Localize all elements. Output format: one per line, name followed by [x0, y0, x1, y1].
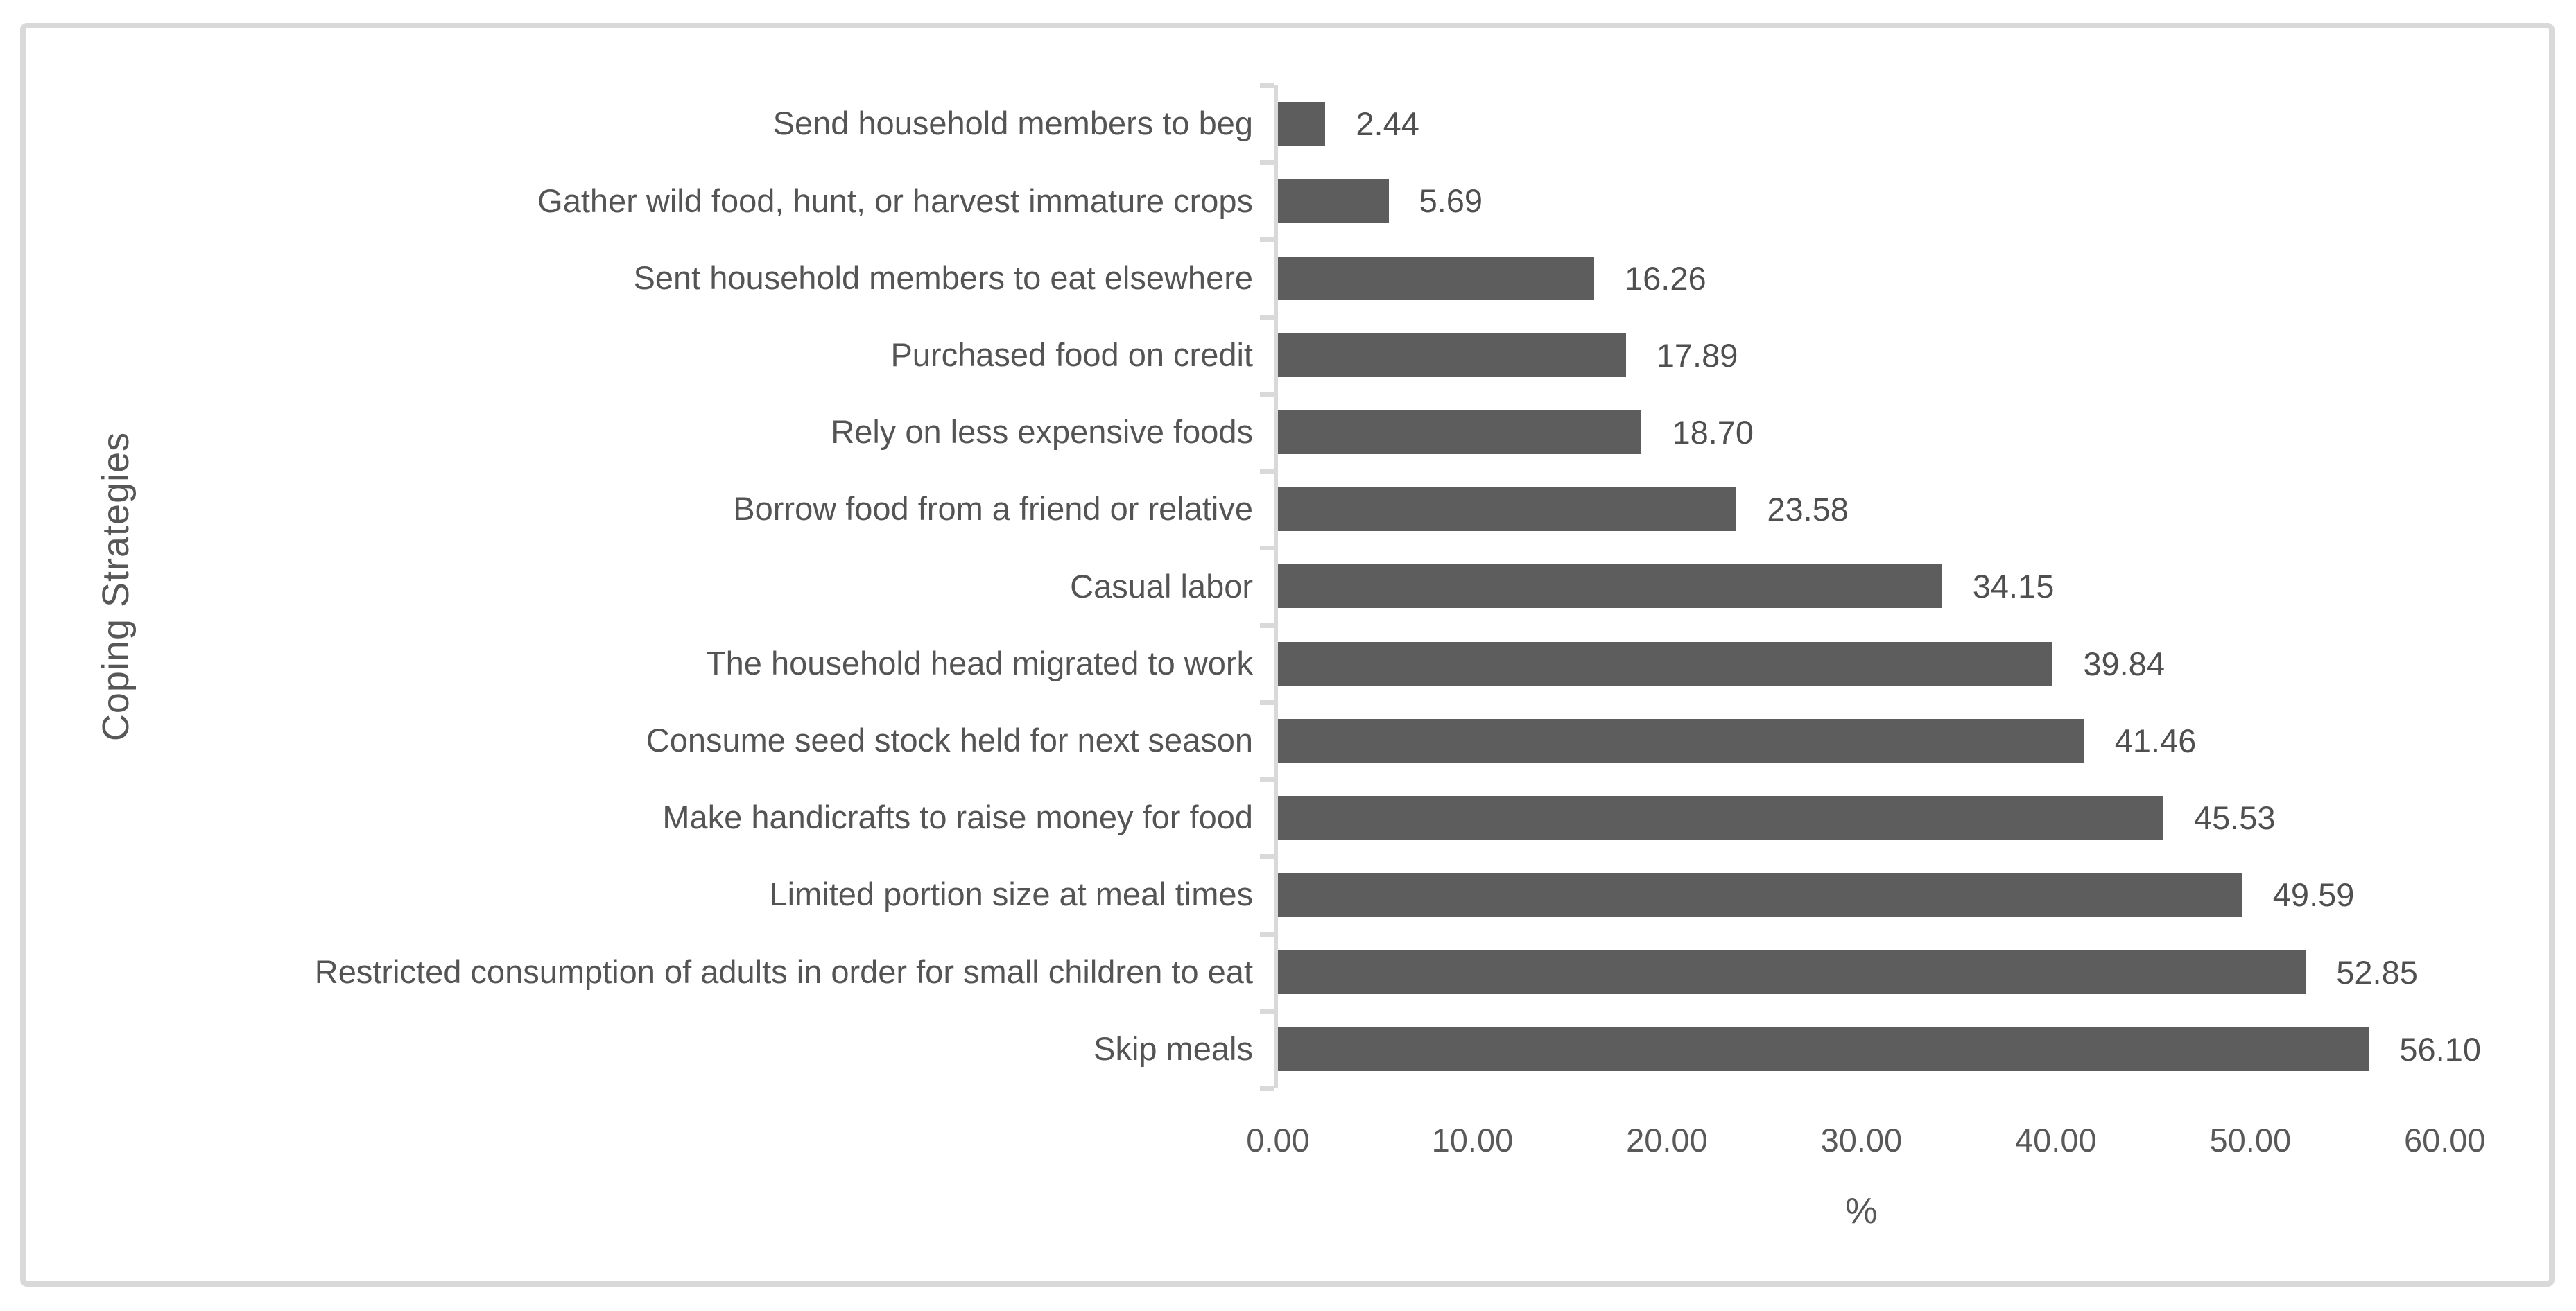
value-label: 17.89	[1656, 336, 1738, 374]
value-label: 41.46	[2114, 722, 2197, 759]
bar-row: Skip meals 56.10	[26, 1011, 2542, 1088]
bar	[1278, 564, 1942, 609]
bar-track: 17.89	[1278, 317, 2542, 394]
bar	[1278, 1027, 2369, 1071]
category-label: Limited portion size at meal times	[769, 876, 1253, 913]
category-label: Send household members to beg	[772, 105, 1253, 142]
y-axis-tick	[1260, 83, 1274, 88]
bar-row: Gather wild food, hunt, or harvest immat…	[26, 162, 2542, 239]
bar-row: Rely on less expensive foods 18.70	[26, 394, 2542, 471]
bar-track: 39.84	[1278, 625, 2542, 702]
bar	[1278, 256, 1595, 300]
y-axis-tick	[1260, 931, 1274, 937]
bar-track: 56.10	[1278, 1011, 2542, 1088]
y-axis-line	[1274, 85, 1278, 1088]
bar-row: Sent household members to eat elsewhere …	[26, 239, 2542, 316]
x-tick-label: 40.00	[2015, 1122, 2097, 1158]
y-axis-tick	[1260, 469, 1274, 474]
y-axis-tick	[1260, 1008, 1274, 1014]
y-axis-tick	[1260, 623, 1274, 628]
category-label: Sent household members to eat elsewhere	[633, 259, 1253, 296]
bar-row: Send household members to beg 2.44	[26, 85, 2542, 162]
category-label: Casual labor	[1070, 567, 1253, 605]
value-label: 16.26	[1625, 259, 1706, 297]
value-label: 5.69	[1419, 182, 1483, 220]
bar-track: 45.53	[1278, 779, 2542, 856]
y-axis-tick	[1260, 700, 1274, 705]
value-label: 34.15	[1972, 568, 2055, 605]
value-label: 23.58	[1767, 491, 1849, 528]
bar-track: 2.44	[1278, 85, 2542, 162]
x-tick-label: 20.00	[1626, 1122, 1708, 1158]
bar	[1278, 950, 2306, 994]
x-tick-label: 10.00	[1431, 1122, 1514, 1158]
category-label: Gather wild food, hunt, or harvest immat…	[537, 182, 1253, 219]
y-axis-tick	[1260, 314, 1274, 320]
category-label: Consume seed stock held for next season	[646, 722, 1253, 759]
bar	[1278, 718, 2084, 763]
bar-track: 49.59	[1278, 856, 2542, 933]
value-label: 56.10	[2399, 1030, 2481, 1068]
category-label: Skip meals	[1093, 1030, 1253, 1067]
value-label: 49.59	[2272, 876, 2355, 914]
plot-area: Send household members to beg 2.44 Gathe…	[26, 83, 2542, 1091]
bar	[1278, 179, 1389, 223]
y-axis-tick	[1260, 391, 1274, 397]
bar	[1278, 102, 1326, 146]
bar-row: Casual labor 34.15	[26, 548, 2542, 625]
bar-track: 18.70	[1278, 394, 2542, 471]
y-axis-tick	[1260, 777, 1274, 783]
category-label: Rely on less expensive foods	[831, 413, 1253, 451]
bar-track: 52.85	[1278, 933, 2542, 1010]
bar	[1278, 487, 1737, 532]
x-tick-label: 60.00	[2403, 1122, 2486, 1158]
bar-track: 41.46	[1278, 702, 2542, 779]
bar-row: Make handicrafts to raise money for food…	[26, 779, 2542, 856]
y-axis-tick	[1260, 1086, 1274, 1091]
y-axis-tick	[1260, 237, 1274, 243]
bar	[1278, 333, 1626, 377]
value-label: 18.70	[1672, 413, 1754, 451]
bar-row: Restricted consumption of adults in orde…	[26, 933, 2542, 1010]
bar-row: Purchased food on credit 17.89	[26, 317, 2542, 394]
x-axis-title: %	[1845, 1191, 1878, 1231]
bar	[1278, 410, 1642, 454]
x-axis: 0.00 10.00 20.00 30.00 40.00 50.00 60.00…	[1246, 1102, 2542, 1254]
category-label: The household head migrated to work	[705, 644, 1253, 681]
value-label: 52.85	[2336, 953, 2418, 991]
category-label: Make handicrafts to raise money for food	[662, 799, 1253, 836]
chart-frame: Coping Strategies Send household members…	[20, 23, 2555, 1287]
x-tick-label: 50.00	[2209, 1122, 2292, 1158]
category-label: Purchased food on credit	[890, 336, 1253, 373]
bar-row: Limited portion size at meal times 49.59	[26, 856, 2542, 933]
x-tick-label: 0.00	[1246, 1122, 1310, 1158]
bar-track: 5.69	[1278, 162, 2542, 239]
bar	[1278, 641, 2053, 686]
bar-track: 23.58	[1278, 471, 2542, 548]
bar-row: The household head migrated to work 39.8…	[26, 625, 2542, 702]
bar-track: 34.15	[1278, 548, 2542, 625]
y-axis-tick	[1260, 160, 1274, 166]
category-label: Borrow food from a friend or relative	[733, 490, 1253, 528]
bar-track: 16.26	[1278, 239, 2542, 316]
value-label: 45.53	[2193, 799, 2276, 837]
category-label: Restricted consumption of adults in orde…	[314, 953, 1253, 990]
value-label: 2.44	[1356, 105, 1419, 143]
bar-row: Borrow food from a friend or relative 23…	[26, 471, 2542, 548]
value-label: 39.84	[2083, 645, 2165, 682]
x-tick-label: 30.00	[1820, 1122, 1903, 1158]
bar	[1278, 796, 2163, 840]
bar	[1278, 873, 2242, 917]
y-axis-tick	[1260, 854, 1274, 860]
bar-row: Consume seed stock held for next season …	[26, 702, 2542, 779]
y-axis-tick	[1260, 546, 1274, 551]
